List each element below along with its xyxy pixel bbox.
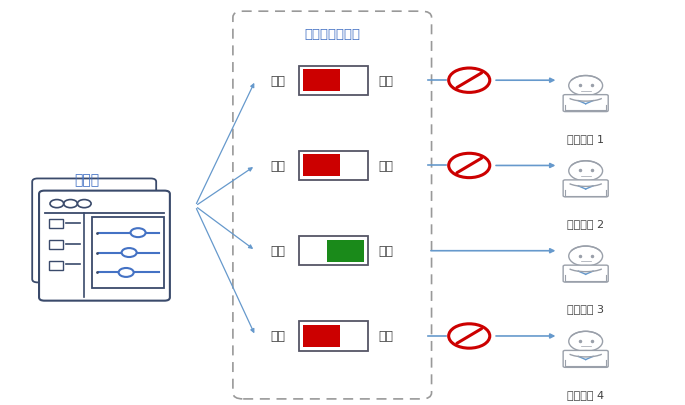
- FancyBboxPatch shape: [299, 66, 368, 96]
- FancyBboxPatch shape: [303, 155, 340, 177]
- Text: オン: オン: [379, 245, 394, 258]
- Circle shape: [569, 76, 603, 96]
- Text: オン: オン: [379, 75, 394, 87]
- FancyBboxPatch shape: [327, 240, 364, 262]
- Text: テナント 3: テナント 3: [567, 304, 604, 314]
- FancyBboxPatch shape: [233, 12, 432, 399]
- Circle shape: [131, 228, 146, 237]
- FancyBboxPatch shape: [49, 261, 63, 270]
- Circle shape: [121, 249, 136, 258]
- Text: オフ: オフ: [271, 245, 286, 258]
- FancyBboxPatch shape: [303, 325, 340, 347]
- FancyBboxPatch shape: [49, 220, 63, 228]
- FancyBboxPatch shape: [299, 237, 368, 266]
- FancyBboxPatch shape: [563, 181, 608, 197]
- Text: オン: オン: [379, 160, 394, 173]
- Text: オフ: オフ: [271, 160, 286, 173]
- FancyBboxPatch shape: [49, 240, 63, 249]
- Text: オフ: オフ: [271, 75, 286, 87]
- Circle shape: [569, 331, 603, 352]
- Circle shape: [569, 246, 603, 266]
- Text: オン: オン: [379, 330, 394, 343]
- FancyBboxPatch shape: [299, 151, 368, 181]
- Circle shape: [569, 161, 603, 181]
- FancyBboxPatch shape: [303, 70, 340, 92]
- Circle shape: [119, 268, 134, 277]
- Text: テナント 2: テナント 2: [567, 219, 604, 229]
- FancyBboxPatch shape: [92, 217, 164, 288]
- Text: テナントの設定: テナントの設定: [304, 28, 360, 41]
- Text: オフ: オフ: [271, 330, 286, 343]
- FancyBboxPatch shape: [39, 191, 170, 301]
- Text: テナント 4: テナント 4: [567, 389, 604, 399]
- FancyBboxPatch shape: [299, 322, 368, 351]
- FancyBboxPatch shape: [563, 351, 608, 367]
- FancyBboxPatch shape: [32, 179, 156, 283]
- Text: 新機能: 新機能: [74, 173, 99, 187]
- Text: テナント 1: テナント 1: [567, 134, 604, 144]
- FancyBboxPatch shape: [563, 96, 608, 112]
- FancyBboxPatch shape: [563, 266, 608, 282]
